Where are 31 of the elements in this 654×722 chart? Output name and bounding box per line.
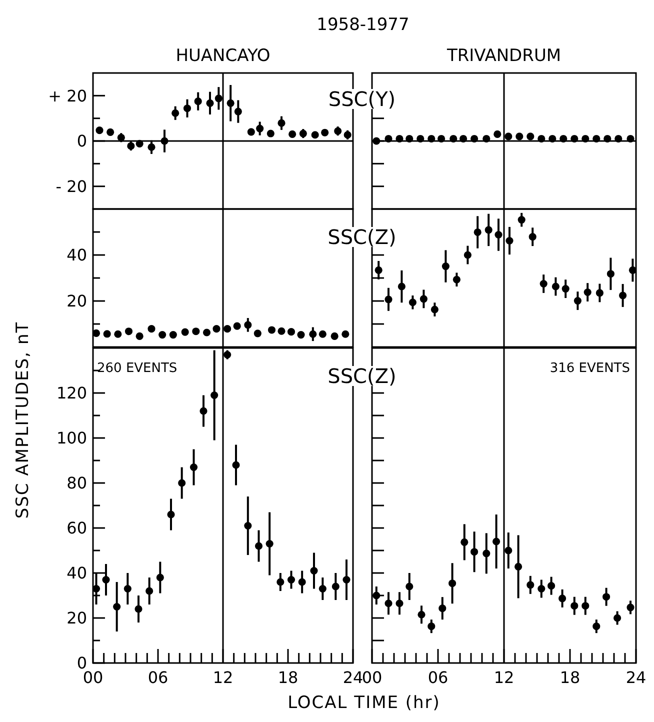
x-tick-label: 06 bbox=[148, 668, 168, 687]
x-tick-label: 06 bbox=[428, 668, 448, 687]
y-tick-label: 100 bbox=[56, 428, 87, 448]
y-tick-label: 120 bbox=[56, 384, 87, 403]
annotation: 316 EVENTS bbox=[550, 361, 630, 376]
y-tick-label: 60 bbox=[66, 518, 87, 538]
annotation: SSC(Z) bbox=[328, 364, 396, 388]
annotation: SSC(Z) bbox=[328, 225, 396, 249]
y-tick-label: 20 bbox=[66, 608, 87, 628]
chart-title: HUANCAYO bbox=[176, 46, 270, 66]
x-tick-label: 18 bbox=[560, 668, 580, 687]
y-tick-label: 0 bbox=[76, 132, 87, 151]
x-tick-label: 24 bbox=[342, 668, 364, 687]
x-tick-label: 12 bbox=[494, 668, 514, 687]
text: 1958-1977 bbox=[316, 15, 410, 35]
y-tick-label: 80 bbox=[66, 474, 87, 493]
chart-title: TRIVANDRUM bbox=[446, 46, 562, 66]
y-tick-label: 40 bbox=[66, 564, 87, 583]
x-tick-label: 00 bbox=[82, 668, 104, 687]
y-axis-title: SSC AMPLITUDES, nT bbox=[13, 321, 33, 519]
x-tick-label: 00 bbox=[362, 668, 382, 687]
x-tick-label: 24 bbox=[626, 668, 646, 687]
x-axis-title: LOCAL TIME (hr) bbox=[288, 693, 440, 713]
y-tick-label: 40 bbox=[66, 246, 87, 265]
annotation: 260 EVENTS bbox=[97, 361, 178, 376]
x-tick-label: 12 bbox=[212, 668, 234, 687]
y-tick-label: 20 bbox=[66, 292, 87, 311]
annotation: SSC(Y) bbox=[328, 87, 396, 111]
y-tick-label: + 20 bbox=[48, 86, 87, 106]
x-tick-label: 18 bbox=[278, 668, 298, 687]
y-tick-label: - 20 bbox=[56, 176, 87, 196]
